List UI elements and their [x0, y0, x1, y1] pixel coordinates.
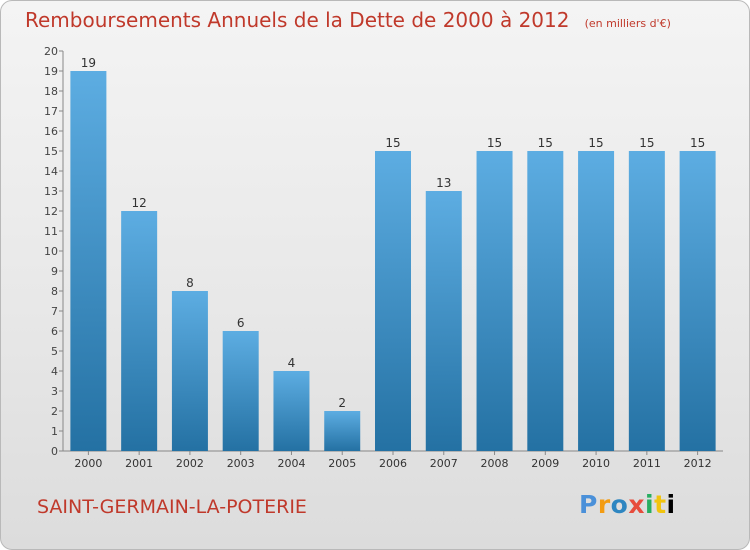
logo-letter: r [597, 490, 611, 519]
bar [527, 151, 564, 451]
y-tick-label: 13 [44, 185, 58, 198]
bar [679, 151, 716, 451]
x-tick-label: 2002 [176, 457, 204, 470]
x-tick-label: 2005 [328, 457, 356, 470]
y-tick-label: 2 [51, 405, 58, 418]
x-tick-label: 2012 [684, 457, 712, 470]
x-tick-label: 2004 [277, 457, 305, 470]
x-tick-label: 2010 [582, 457, 610, 470]
bar-value-label: 4 [288, 356, 296, 370]
logo-letter: i [645, 490, 655, 519]
bar-value-label: 15 [385, 136, 400, 150]
proxiti-logo: Proxiti [579, 490, 676, 519]
y-tick-label: 8 [51, 285, 58, 298]
bar [324, 411, 361, 451]
x-tick-label: 2007 [430, 457, 458, 470]
bar [171, 291, 208, 451]
y-tick-label: 17 [44, 105, 58, 118]
y-tick-label: 18 [44, 85, 58, 98]
y-tick-label: 1 [51, 425, 58, 438]
y-tick-label: 12 [44, 205, 58, 218]
bar-value-label: 15 [639, 136, 654, 150]
commune-name: SAINT-GERMAIN-LA-POTERIE [37, 496, 307, 518]
title-text: Remboursements Annuels de la Dette de 20… [25, 8, 570, 32]
chart-title: Remboursements Annuels de la Dette de 20… [25, 8, 671, 32]
bar [273, 371, 310, 451]
bar-value-label: 19 [81, 56, 96, 70]
y-tick-label: 3 [51, 385, 58, 398]
y-tick-label: 19 [44, 65, 58, 78]
bar-value-label: 6 [237, 316, 245, 330]
y-tick-label: 0 [51, 445, 58, 458]
bar-value-label: 15 [487, 136, 502, 150]
bar [70, 71, 107, 451]
x-tick-label: 2003 [227, 457, 255, 470]
bar [578, 151, 615, 451]
bar-value-label: 15 [538, 136, 553, 150]
x-tick-label: 2000 [74, 457, 102, 470]
bar [121, 211, 158, 451]
logo-letter: P [579, 490, 598, 519]
bar-value-label: 15 [690, 136, 705, 150]
title-unit: (en milliers d'€) [584, 17, 671, 30]
y-tick-label: 15 [44, 145, 58, 158]
bar [628, 151, 665, 451]
y-tick-label: 10 [44, 245, 58, 258]
bar [476, 151, 513, 451]
x-tick-label: 2006 [379, 457, 407, 470]
bar [375, 151, 411, 451]
bar-value-label: 15 [588, 136, 603, 150]
logo-letter: t [654, 490, 667, 519]
x-tick-label: 2011 [633, 457, 661, 470]
y-tick-label: 20 [44, 45, 58, 58]
bars: 19 12 8 6 4 2 15 13 15 15 15 15 15 [70, 56, 716, 451]
bar [222, 331, 259, 451]
y-tick-label: 16 [44, 125, 58, 138]
bar-value-label: 2 [338, 396, 346, 410]
y-tick-label: 5 [51, 345, 58, 358]
bar-value-label: 8 [186, 276, 194, 290]
logo-letter: o [610, 490, 629, 519]
x-tick-label: 2009 [531, 457, 559, 470]
y-tick-label: 11 [44, 225, 58, 238]
logo-letter: i [666, 490, 676, 519]
y-tick-label: 6 [51, 325, 58, 338]
logo-letter: x [628, 490, 645, 519]
x-tick-label: 2008 [481, 457, 509, 470]
bar-value-label: 13 [436, 176, 451, 190]
x-tick-label: 2001 [125, 457, 153, 470]
y-tick-label: 7 [51, 305, 58, 318]
bar [425, 191, 462, 451]
y-tick-label: 14 [44, 165, 58, 178]
bar-value-label: 12 [132, 196, 147, 210]
y-tick-label: 4 [51, 365, 58, 378]
y-tick-label: 9 [51, 265, 58, 278]
